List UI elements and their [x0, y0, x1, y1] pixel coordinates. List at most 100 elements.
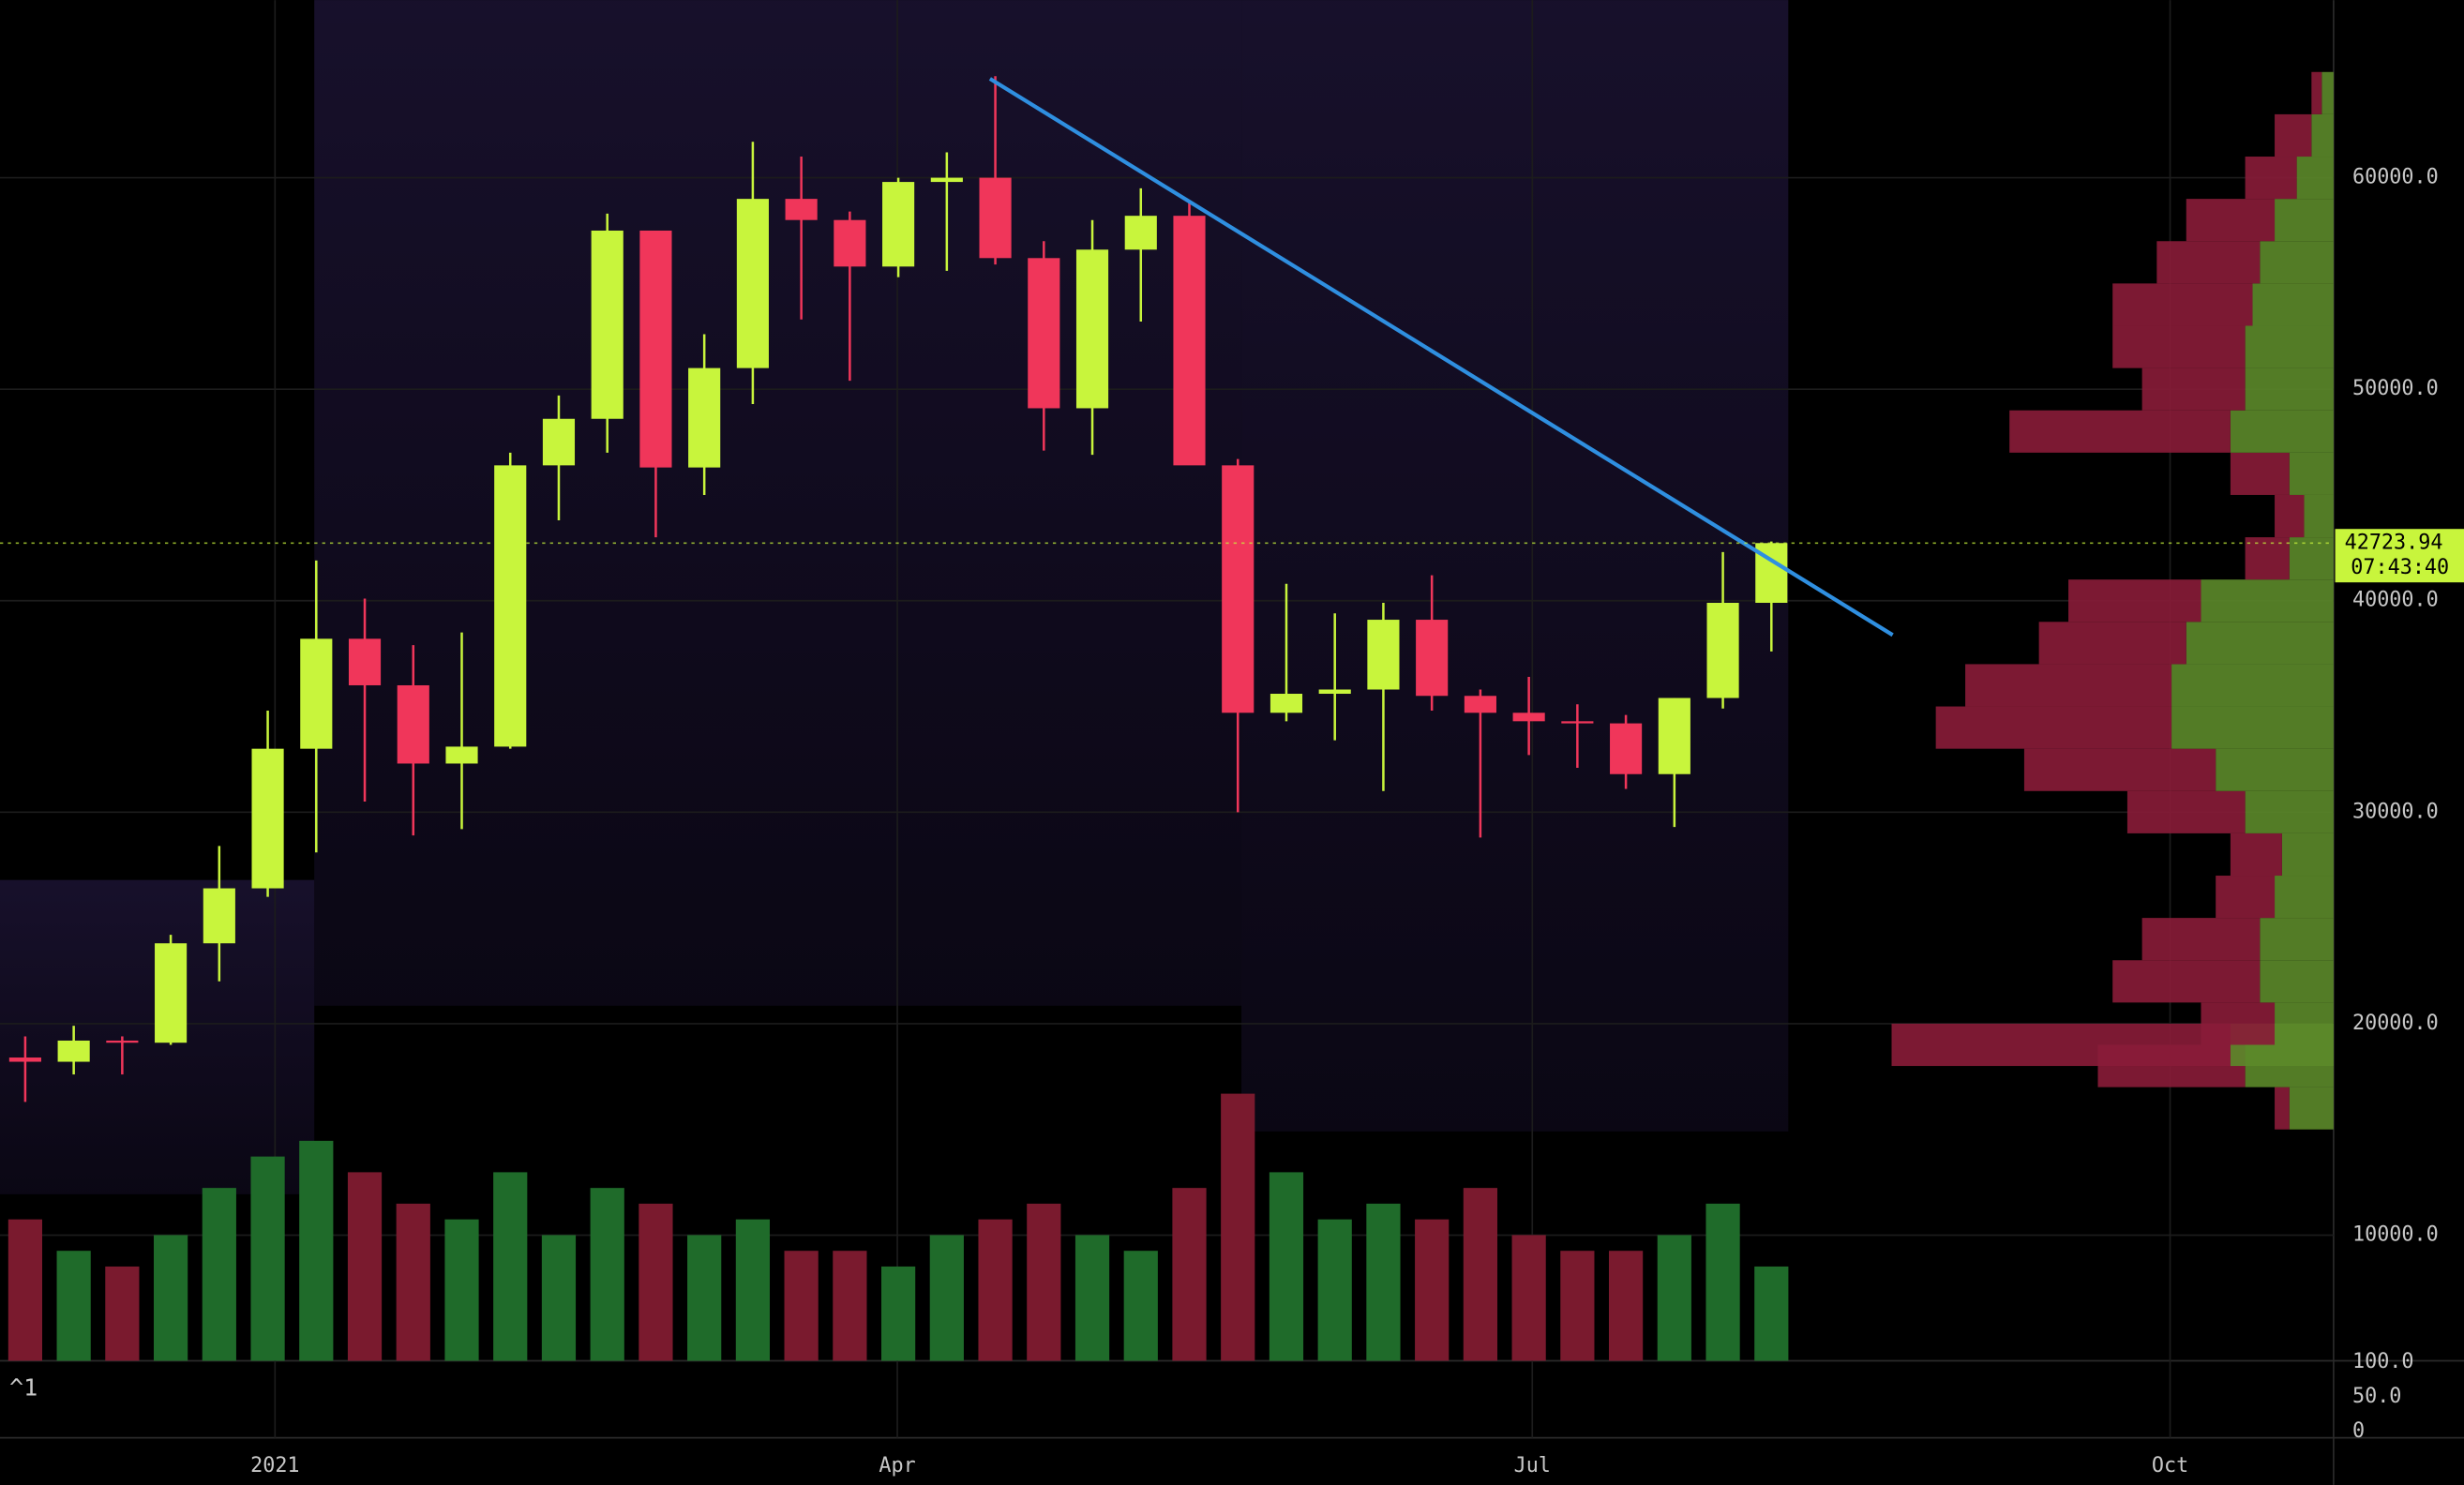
y-tick-label: 60000.0	[2352, 166, 2439, 189]
volume-bar	[1269, 1172, 1304, 1361]
candle-body	[1610, 723, 1643, 774]
volume-bar	[735, 1219, 771, 1361]
trendline	[988, 77, 1894, 638]
volume-bar	[1511, 1235, 1546, 1361]
candle-body	[979, 177, 1012, 259]
profile-down	[2038, 622, 2186, 665]
candle-body	[1124, 216, 1157, 250]
profile-up	[2275, 1002, 2334, 1045]
volume-bar	[880, 1266, 916, 1361]
y-tick-label: 30000.0	[2352, 800, 2439, 823]
profile-down	[2112, 283, 2253, 326]
volume-bar	[493, 1172, 528, 1361]
candle-body	[300, 638, 333, 749]
y-tick-label: 50000.0	[2352, 377, 2439, 400]
candle-body	[8, 1058, 41, 1062]
volume-bar	[444, 1219, 479, 1361]
volume-bar	[1657, 1235, 1691, 1361]
profile-up	[2289, 452, 2334, 495]
profile-down	[2156, 241, 2261, 284]
profile-up	[2304, 494, 2334, 538]
candle-body	[155, 943, 188, 1043]
volume-bar	[1754, 1266, 1789, 1361]
profile-down	[2141, 368, 2246, 411]
candle-body	[1173, 216, 1206, 466]
candle-body	[445, 746, 478, 764]
candle-body	[1512, 712, 1545, 722]
profile-up	[2296, 157, 2334, 200]
profile-down	[2186, 199, 2276, 242]
profile-down	[2201, 1002, 2276, 1045]
candle-body	[203, 888, 235, 944]
candle-body	[639, 230, 672, 468]
pane-tick-label: 100.0	[2352, 1350, 2414, 1373]
profile-up	[2201, 579, 2334, 622]
heatmap	[1241, 0, 1789, 1132]
pane-label: ^1	[9, 1374, 38, 1402]
volume-bar	[56, 1251, 91, 1361]
volume-bar	[929, 1235, 964, 1361]
y-tick-label: 40000.0	[2352, 589, 2439, 612]
y-tick-label: 20000.0	[2352, 1012, 2439, 1035]
volume-bar	[1172, 1188, 1207, 1361]
volume-bar	[1221, 1093, 1255, 1361]
candle-body	[542, 418, 576, 466]
candle-body	[785, 199, 818, 220]
volume-bar	[590, 1188, 624, 1361]
candle-body	[106, 1040, 139, 1043]
profile-up	[2281, 832, 2334, 877]
candle-body	[736, 199, 769, 368]
profile-down	[1935, 706, 2172, 749]
volume-bar	[202, 1188, 236, 1361]
profile-down	[2068, 579, 2201, 622]
profile-up	[2245, 368, 2334, 411]
volume-bar	[1317, 1219, 1352, 1361]
profile-down	[2245, 157, 2297, 200]
candle-body	[348, 638, 382, 685]
candle-body	[1318, 689, 1351, 695]
countdown: 07:43:40	[2351, 556, 2449, 579]
profile-up	[2245, 790, 2334, 833]
candle-body	[1075, 249, 1109, 409]
candle-body	[1270, 694, 1303, 713]
volume-bar	[1463, 1188, 1498, 1361]
volume-bar	[784, 1251, 819, 1361]
profile-up	[2245, 325, 2334, 368]
candle-body	[1706, 603, 1739, 698]
profile-down	[2023, 748, 2216, 791]
volume-bar	[541, 1235, 577, 1361]
volume-bar	[1074, 1235, 1110, 1361]
volume-bar	[299, 1140, 334, 1361]
profile-up	[2186, 622, 2334, 665]
volume-bar	[1415, 1219, 1450, 1361]
pane-tick-label: 0	[2352, 1419, 2365, 1443]
volume-bar	[1608, 1251, 1644, 1361]
profile-down	[2230, 832, 2282, 877]
y-tick-label: 10000.0	[2352, 1223, 2439, 1247]
candle-body	[1464, 696, 1496, 713]
candle-body	[1367, 620, 1400, 690]
price-tag	[2335, 529, 2464, 583]
profile-up	[2171, 706, 2334, 749]
candle-body	[834, 219, 866, 267]
volume-bar	[8, 1219, 43, 1361]
profile-up	[2260, 918, 2334, 961]
profile-down	[2245, 537, 2290, 580]
profile-up	[2289, 1087, 2334, 1130]
x-tick-label: Apr	[879, 1454, 915, 1478]
profile-down	[2009, 410, 2231, 453]
profile-up	[2216, 748, 2334, 791]
candle-body	[688, 368, 721, 468]
profile-up	[2252, 283, 2334, 326]
profile-up	[2230, 410, 2334, 453]
candle-body	[1028, 258, 1060, 409]
profile-down	[2275, 1087, 2290, 1130]
candle-body	[1416, 620, 1449, 697]
candle-body	[1222, 465, 1255, 713]
profile-down	[2141, 918, 2261, 961]
volume-bar	[833, 1251, 867, 1361]
candle-body	[1658, 698, 1690, 774]
profile-down	[1891, 1023, 2231, 1067]
volume-bar	[1027, 1203, 1061, 1361]
